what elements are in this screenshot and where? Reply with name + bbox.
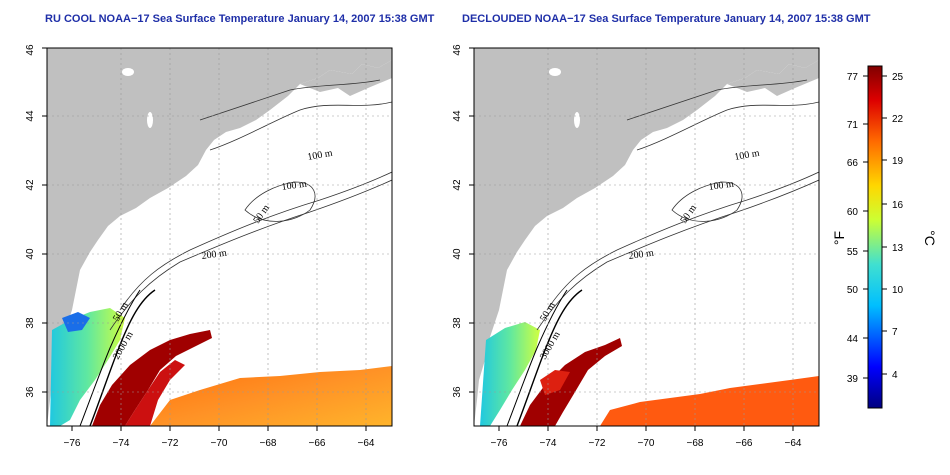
sst-hot-core	[125, 360, 185, 426]
lat-tick-label: 46	[25, 44, 36, 56]
panel-title-left: RU COOL NOAA−17 Sea Surface Temperature …	[45, 13, 435, 25]
isobath-contour	[636, 101, 819, 151]
lat-tick-label: 36	[452, 386, 463, 398]
colorbar-ticks	[863, 75, 887, 379]
lon-tick-label: −70	[638, 438, 655, 449]
sst-coastal-field	[480, 322, 540, 426]
isobath-contour	[109, 179, 392, 331]
lon-tick-label: −66	[736, 438, 753, 449]
colorbar-f-tick: 50	[847, 285, 859, 296]
sst-warm-field	[150, 366, 392, 426]
contour-label: 100 m	[734, 148, 761, 163]
shelf-break-line	[89, 289, 156, 426]
sst-hot-core	[540, 370, 570, 395]
sst-cold-patch	[62, 312, 90, 332]
shelf-break-line	[79, 289, 141, 426]
lake	[574, 112, 580, 128]
lat-tick-label: 44	[25, 110, 36, 122]
lat-tick-label: 38	[452, 317, 463, 329]
land-mass	[474, 48, 819, 426]
colorbar-c-tick: 22	[892, 114, 904, 125]
sst-gulf-stream	[520, 338, 622, 426]
lon-tick-label: −70	[211, 438, 228, 449]
colorbar-celsius-label: °C	[922, 230, 938, 246]
nova-scotia-land	[727, 60, 819, 96]
nova-scotia-land	[300, 60, 392, 96]
colorbar-f-tick: 77	[847, 72, 859, 83]
lake	[147, 112, 153, 128]
sst-warm-field	[600, 376, 819, 426]
shelf-break-line	[506, 289, 568, 426]
axis-ticks	[469, 47, 794, 431]
graticule	[47, 48, 392, 426]
lon-tick-label: −68	[687, 438, 704, 449]
lon-tick-label: −64	[358, 438, 375, 449]
colorbar-c-tick: 10	[892, 285, 904, 296]
sst-gulf-stream	[92, 330, 212, 426]
georges-bank-contour	[244, 181, 316, 222]
lon-tick-label: −72	[162, 438, 179, 449]
contour-label: 100 m	[307, 148, 334, 163]
colorbar-c-tick: 7	[892, 327, 898, 338]
colorbar-f-tick: 44	[847, 334, 859, 345]
lon-tick-label: −66	[309, 438, 326, 449]
lat-tick-label: 38	[25, 317, 36, 329]
isobath-contour	[536, 179, 819, 331]
contour-label: 200 m	[201, 248, 228, 262]
lon-tick-label: −76	[491, 438, 508, 449]
colorbar-f-tick: 39	[847, 374, 859, 385]
land-mass	[47, 48, 392, 426]
colorbar-f-tick: 66	[847, 158, 859, 169]
map-panel-left: RU COOL NOAA−17 Sea Surface Temperature …	[25, 13, 435, 449]
shelf-break-line	[516, 289, 583, 426]
colorbar-c-tick: 4	[892, 370, 898, 381]
colorbar-ramp	[867, 65, 883, 409]
colorbar-fahrenheit-label: °F	[831, 231, 847, 245]
isobath-contour	[199, 79, 381, 121]
colorbar-f-tick: 71	[847, 120, 859, 131]
lon-tick-label: −68	[260, 438, 277, 449]
lon-tick-label: −76	[64, 438, 81, 449]
contour-label: 100 m	[708, 179, 735, 193]
lon-tick-label: −64	[785, 438, 802, 449]
lat-tick-label: 44	[452, 110, 463, 122]
map-panel-right: DECLOUDED NOAA−17 Sea Surface Temperatur…	[452, 13, 871, 449]
lat-tick-label: 42	[25, 179, 36, 191]
colorbar-f-tick: 55	[847, 247, 859, 258]
sst-coastal-field	[50, 308, 125, 426]
georges-bank-contour	[671, 181, 743, 222]
temperature-colorbar: 77 71 66 60 55 50 44 39 25 22 19 16 13 1…	[831, 65, 938, 409]
panel-title-right: DECLOUDED NOAA−17 Sea Surface Temperatur…	[462, 13, 871, 25]
graticule	[474, 48, 819, 426]
colorbar-c-tick: 19	[892, 156, 904, 167]
contour-label: 100 m	[281, 179, 308, 193]
lat-tick-label: 40	[452, 248, 463, 260]
lat-tick-label: 36	[25, 386, 36, 398]
colorbar-c-tick: 25	[892, 72, 904, 83]
colorbar-c-tick: 13	[892, 243, 904, 254]
lat-tick-label: 40	[25, 248, 36, 260]
lat-tick-label: 42	[452, 179, 463, 191]
lon-tick-label: −74	[540, 438, 557, 449]
colorbar-c-tick: 16	[892, 200, 904, 211]
lon-tick-label: −74	[113, 438, 130, 449]
lake	[549, 68, 561, 76]
axis-ticks	[42, 47, 367, 431]
lake	[122, 68, 134, 76]
isobath-contour	[209, 101, 392, 151]
lon-tick-label: −72	[589, 438, 606, 449]
isobath-contour	[119, 171, 392, 311]
lat-tick-label: 46	[452, 44, 463, 56]
contour-label: 200 m	[628, 248, 655, 262]
colorbar-f-tick: 60	[847, 207, 859, 218]
isobath-contour	[626, 79, 808, 121]
isobath-contour	[546, 171, 819, 311]
